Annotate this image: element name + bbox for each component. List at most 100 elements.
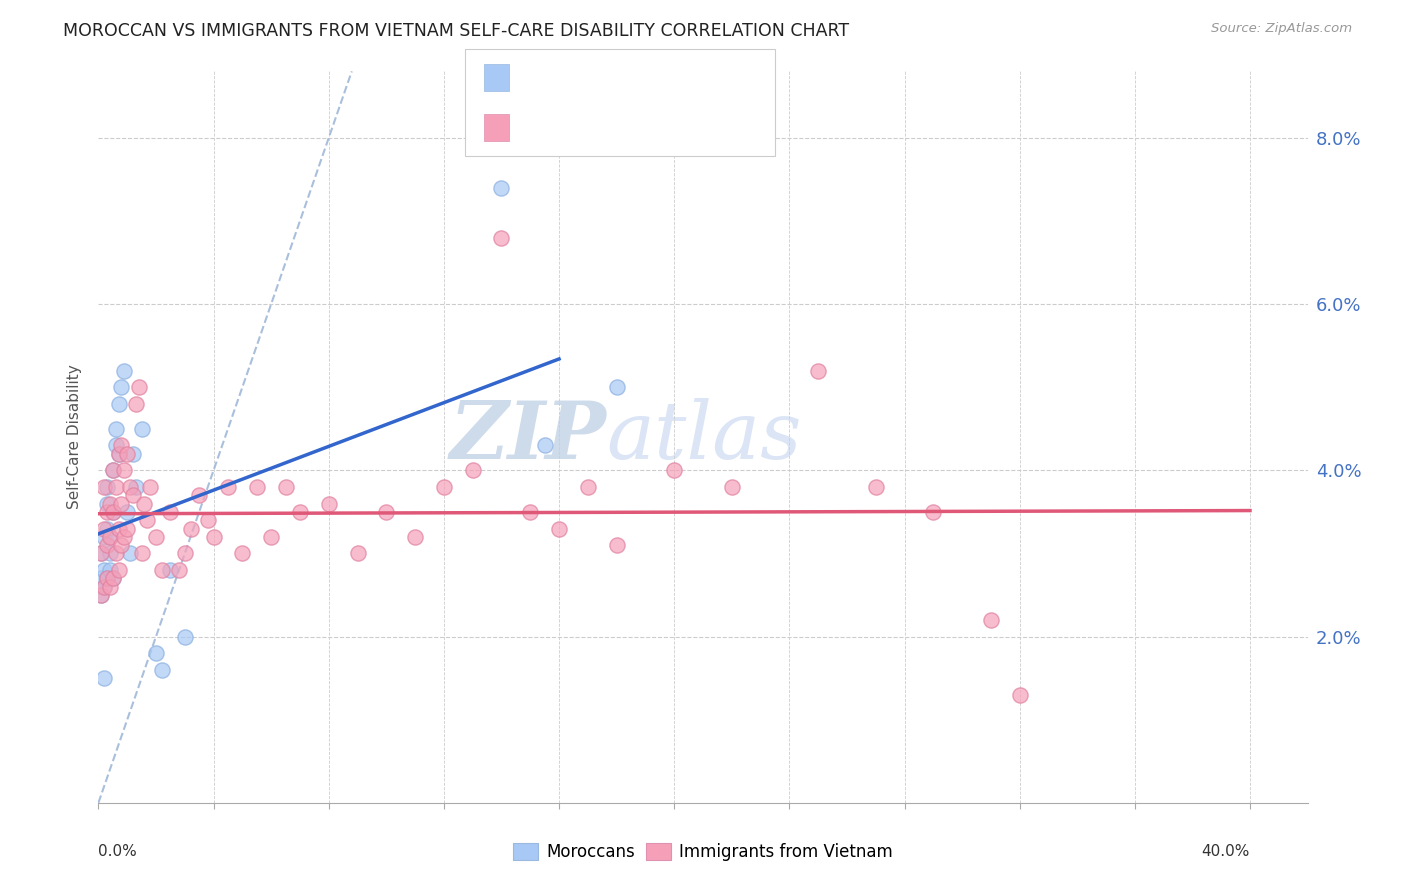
Text: N =: N = [626, 119, 665, 136]
Text: 40.0%: 40.0% [1202, 845, 1250, 859]
Point [533, 438, 555, 452]
Point [90, 571, 112, 585]
Point [491, 180, 513, 194]
Point [346, 546, 368, 560]
Point [101, 571, 124, 585]
Point [90, 546, 112, 560]
Point [96, 497, 118, 511]
Text: Source: ZipAtlas.com: Source: ZipAtlas.com [1212, 22, 1353, 36]
Point [173, 630, 195, 644]
Y-axis label: Self-Care Disability: Self-Care Disability [67, 365, 83, 509]
Point [115, 505, 138, 519]
Point [120, 546, 142, 560]
Point [98, 580, 121, 594]
Point [107, 447, 129, 461]
Point [288, 505, 311, 519]
Text: 0.348: 0.348 [546, 119, 600, 136]
Point [96, 480, 118, 494]
Point [720, 480, 742, 494]
Point [112, 463, 135, 477]
Text: 0.392: 0.392 [546, 69, 600, 87]
Point [93, 521, 115, 535]
Point [231, 546, 253, 560]
Point [101, 505, 124, 519]
Point [101, 505, 124, 519]
Point [93, 580, 115, 594]
Point [115, 447, 138, 461]
Point [246, 480, 269, 494]
Point [865, 480, 887, 494]
Point [104, 546, 127, 560]
Point [101, 571, 124, 585]
Point [606, 538, 628, 552]
Point [664, 463, 686, 477]
Point [104, 438, 127, 452]
Point [125, 480, 148, 494]
Point [173, 546, 195, 560]
Point [197, 513, 219, 527]
Point [519, 505, 541, 519]
Point [167, 563, 190, 577]
Point [145, 530, 167, 544]
Point [159, 505, 181, 519]
Point [128, 380, 150, 394]
Point [96, 521, 118, 535]
Point [131, 422, 153, 436]
Point [1008, 688, 1031, 702]
Point [120, 480, 142, 494]
Point [112, 363, 135, 377]
Point [491, 230, 513, 244]
Point [807, 363, 830, 377]
Point [131, 546, 153, 560]
Point [122, 447, 145, 461]
Point [107, 563, 129, 577]
Point [104, 480, 127, 494]
Point [134, 497, 156, 511]
Point [112, 530, 135, 544]
Point [260, 530, 283, 544]
Point [110, 380, 132, 394]
Point [98, 530, 121, 544]
Point [107, 447, 129, 461]
Point [375, 505, 398, 519]
Point [548, 521, 571, 535]
Point [96, 571, 118, 585]
Legend: Moroccans, Immigrants from Vietnam: Moroccans, Immigrants from Vietnam [506, 836, 900, 868]
Point [461, 463, 484, 477]
Point [93, 480, 115, 494]
Point [188, 488, 211, 502]
Point [145, 646, 167, 660]
Point [110, 497, 132, 511]
Point [101, 463, 124, 477]
Point [96, 538, 118, 552]
Point [90, 546, 112, 560]
Point [93, 530, 115, 544]
Point [980, 613, 1002, 627]
Point [90, 588, 112, 602]
Point [136, 513, 159, 527]
Point [404, 530, 426, 544]
Point [139, 480, 162, 494]
Point [606, 380, 628, 394]
Point [107, 397, 129, 411]
Point [274, 480, 297, 494]
Point [122, 488, 145, 502]
Point [318, 497, 340, 511]
Text: ZIP: ZIP [450, 399, 606, 475]
Text: 67: 67 [652, 119, 676, 136]
Text: 35: 35 [652, 69, 676, 87]
Point [101, 463, 124, 477]
Text: R =: R = [520, 69, 558, 87]
Point [104, 422, 127, 436]
Point [96, 505, 118, 519]
Point [90, 588, 112, 602]
Text: atlas: atlas [606, 399, 801, 475]
Point [922, 505, 945, 519]
Point [115, 521, 138, 535]
Point [202, 530, 225, 544]
Text: 0.0%: 0.0% [98, 845, 138, 859]
Point [110, 438, 132, 452]
Point [98, 563, 121, 577]
Point [110, 538, 132, 552]
Point [93, 563, 115, 577]
